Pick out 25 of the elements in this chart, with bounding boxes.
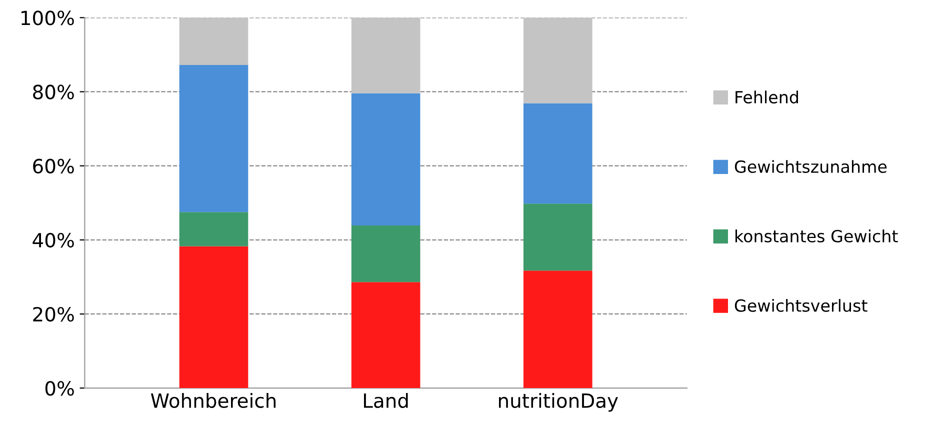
- x-tick-label: Land: [364, 392, 408, 408]
- x-tick-label: nutritionDay: [498, 392, 618, 412]
- bar: [523, 204, 592, 271]
- legend-label: Gewichtsverlust: [734, 298, 868, 312]
- y-tick-label: 80%: [33, 84, 74, 100]
- bar: [179, 246, 248, 388]
- bar: [523, 103, 592, 204]
- y-tick-label: 20%: [33, 306, 74, 322]
- bar: [179, 65, 248, 212]
- bar: [351, 93, 420, 226]
- y-tick-label: 0%: [45, 381, 74, 396]
- legend-label: konstantes Gewicht: [735, 230, 898, 242]
- legend-label: Gewichtszunahme: [734, 160, 887, 173]
- y-tick-label: 60%: [33, 158, 74, 174]
- bar: [523, 270, 592, 388]
- x-tick-label: Wohnbereich: [150, 392, 276, 408]
- bar: [351, 225, 420, 282]
- bar: [351, 282, 420, 388]
- bar: [351, 18, 420, 94]
- y-tick-label: 100%: [22, 10, 74, 26]
- bar: [179, 18, 248, 66]
- legend-label: Fehlend: [736, 90, 798, 104]
- y-tick-label: 40%: [32, 232, 74, 248]
- bar: [523, 18, 592, 104]
- bar: [179, 212, 248, 246]
